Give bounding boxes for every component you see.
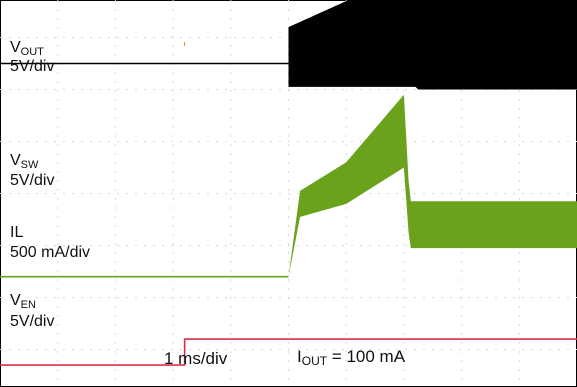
il-ripple-envelope — [288, 94, 577, 277]
time-scale-label: 1 ms/div — [164, 349, 228, 368]
vsw-switching-envelope — [288, 0, 577, 90]
vout-scale-label: 5V/div — [10, 58, 55, 75]
vsw-scale-label: 5V/div — [10, 172, 55, 189]
vsw-channel-label: VSW — [10, 152, 39, 171]
iout-annotation: IOUT = 100 mA — [297, 347, 406, 368]
il-channel-label: IL — [10, 224, 24, 241]
ven-channel-label: VEN — [10, 292, 36, 311]
il-scale-label: 500 mA/div — [10, 244, 91, 261]
ven-scale-label: 5V/div — [10, 313, 55, 330]
ven-trace — [0, 338, 577, 366]
vout-channel-label: VOUT — [10, 39, 44, 58]
